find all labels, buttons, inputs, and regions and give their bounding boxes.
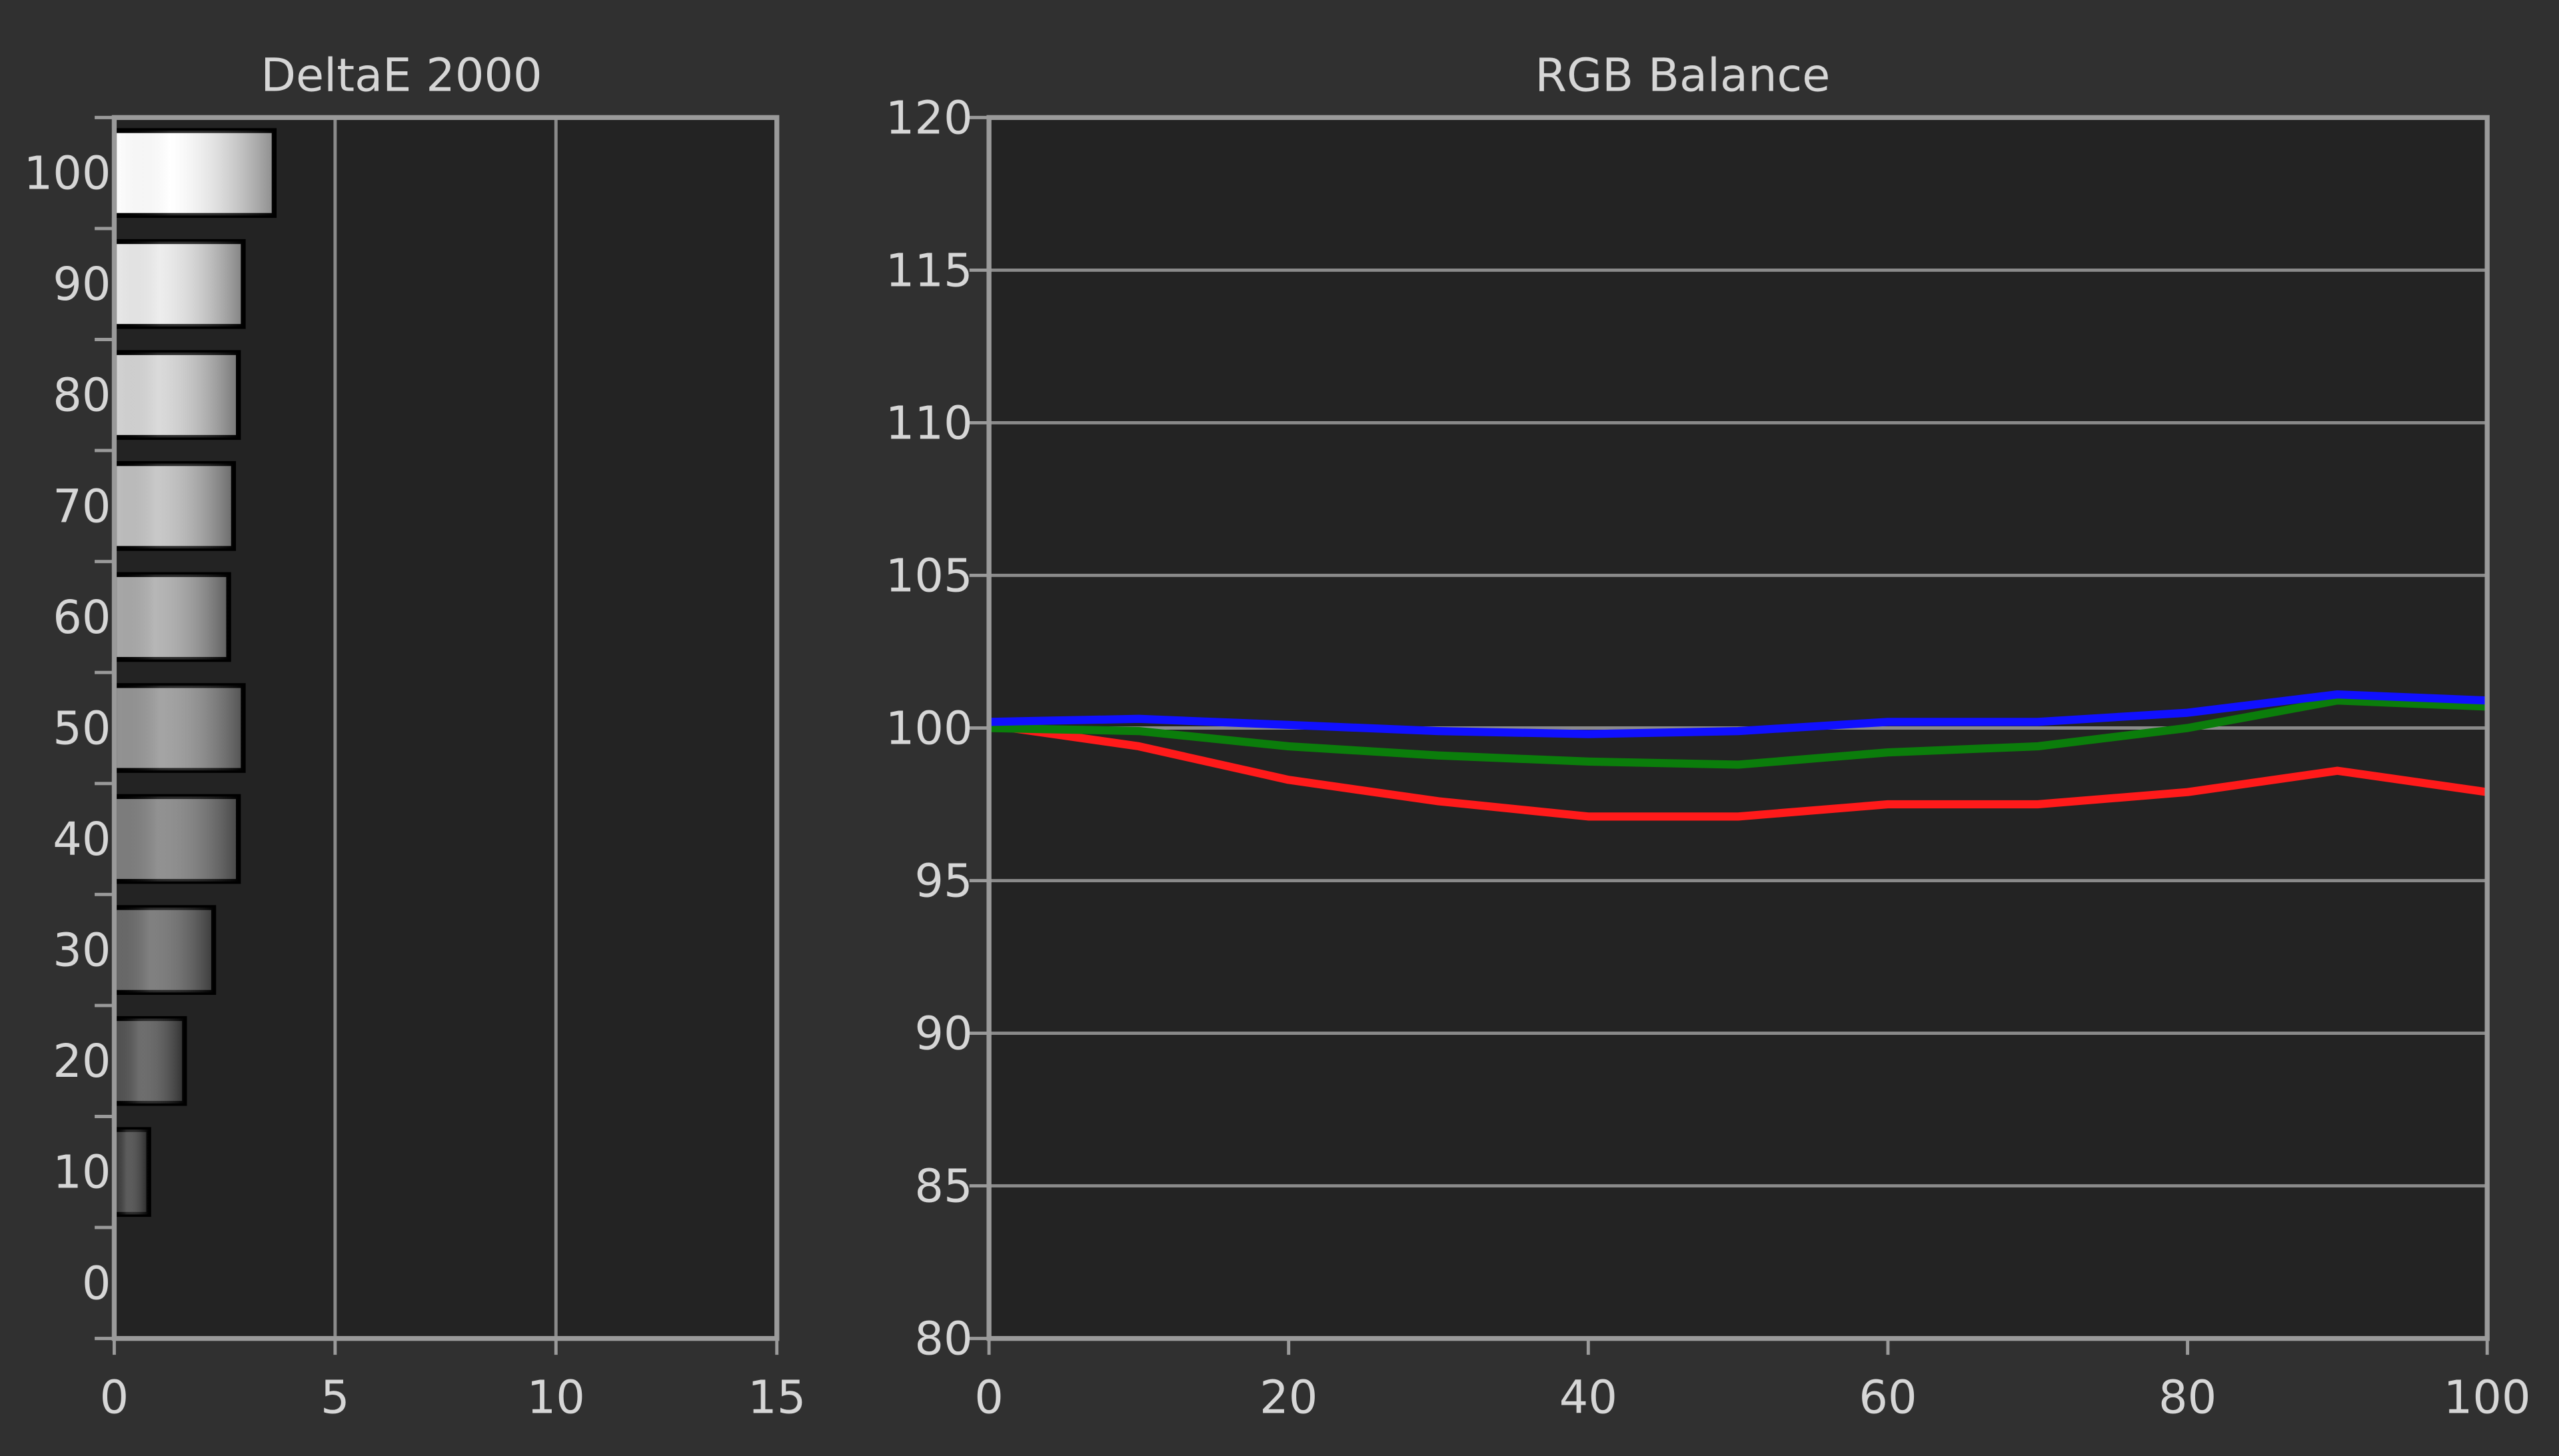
bar-shade	[114, 796, 239, 882]
y-tick-label: 110	[886, 396, 973, 450]
y-tick-label: 115	[886, 244, 973, 297]
x-tick-label: 80	[2158, 1371, 2216, 1425]
bar-shade	[114, 353, 239, 438]
bar-shade	[114, 463, 234, 549]
y-tick-label: 0	[82, 1257, 111, 1310]
x-tick-label: 20	[1260, 1371, 1317, 1425]
y-tick-label: 85	[914, 1160, 972, 1213]
y-tick-label: 10	[53, 1146, 111, 1199]
bar-shade	[114, 241, 243, 327]
y-tick-label: 30	[53, 924, 111, 978]
y-tick-label: 90	[914, 1007, 972, 1060]
y-tick-label: 120	[886, 91, 973, 145]
x-tick-label: 10	[527, 1371, 585, 1425]
y-tick-label: 80	[53, 369, 111, 422]
y-tick-label: 20	[53, 1035, 111, 1088]
y-tick-label: 90	[53, 258, 111, 311]
y-tick-label: 100	[24, 147, 111, 201]
bar-shade	[114, 130, 275, 216]
series-line	[988, 696, 2488, 769]
x-tick-label: 15	[748, 1371, 806, 1425]
chart-title: RGB Balance	[1535, 49, 1830, 103]
plot-frame	[111, 115, 780, 1341]
series-line	[988, 690, 2488, 738]
x-tick-label: 60	[1859, 1371, 1917, 1425]
y-tick-label: 95	[914, 854, 972, 908]
bar-shade	[114, 574, 229, 660]
chart-title: DeltaE 2000	[261, 49, 542, 103]
y-tick-label: 60	[53, 591, 111, 644]
series-line	[988, 720, 2488, 821]
y-tick-label: 80	[914, 1313, 972, 1366]
x-tick-label: 40	[1559, 1371, 1617, 1425]
y-tick-label: 100	[886, 702, 973, 755]
x-tick-label: 0	[100, 1371, 129, 1425]
y-tick-label: 70	[53, 480, 111, 533]
bar-shade	[114, 1018, 185, 1103]
bar-shade	[114, 685, 243, 771]
x-tick-label: 0	[974, 1371, 1004, 1425]
x-tick-label: 100	[2444, 1371, 2531, 1425]
bar-shade	[114, 907, 214, 993]
y-tick-label: 50	[53, 702, 111, 755]
y-tick-label: 40	[53, 813, 111, 866]
chart-layer: 0 5 10 15 0 10 20 30 40 50 60 70 80 90 100 80 85 90 95 100 1…	[24, 91, 2531, 1424]
bar-shade	[114, 1129, 149, 1215]
plot-frame	[986, 115, 2490, 1341]
y-tick-label: 105	[886, 549, 973, 602]
x-tick-label: 5	[321, 1371, 350, 1425]
